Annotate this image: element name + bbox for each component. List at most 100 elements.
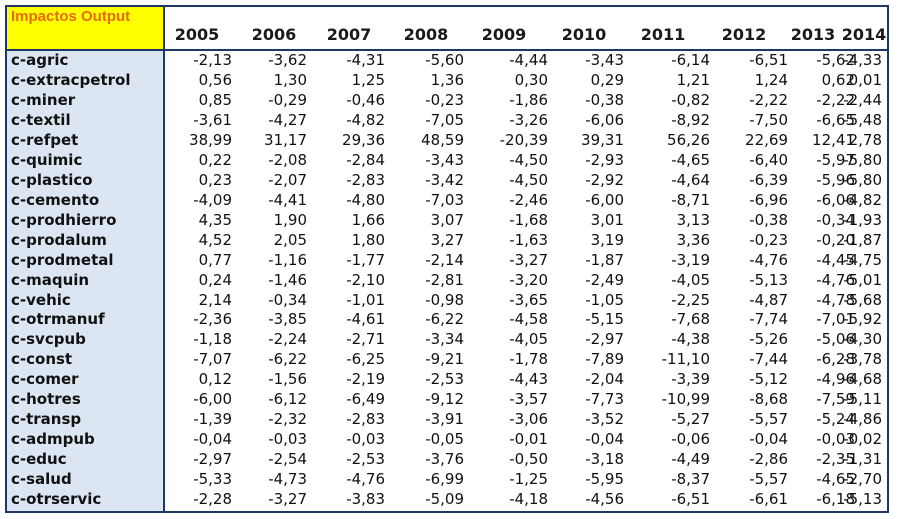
table-cell: -2,25 <box>671 290 710 309</box>
row-label: c-agric <box>11 51 69 69</box>
table-cell: 0,62 <box>821 70 855 89</box>
table-cell: -0,38 <box>585 90 624 109</box>
table-cell: -9,12 <box>425 390 464 409</box>
table-cell: -3,65 <box>509 290 548 309</box>
table-cell: -0,50 <box>509 450 548 469</box>
table-cell: -2,32 <box>268 410 307 429</box>
table-cell: -2,53 <box>425 370 464 389</box>
table-cell: -6,28 <box>816 350 855 369</box>
table-cell: -4,31 <box>346 51 385 69</box>
table-cell: -0,23 <box>749 230 788 249</box>
table-cell: -2,35 <box>816 450 855 469</box>
row-label: c-const <box>11 350 73 369</box>
table-cell: -9,21 <box>425 350 464 369</box>
row-label: c-prodhierro <box>11 210 117 229</box>
table-cell: -6,49 <box>346 390 385 409</box>
table-cell: -3,61 <box>193 110 232 129</box>
table-cell: -0,38 <box>749 210 788 229</box>
table-cell: -6,22 <box>268 350 307 369</box>
table-cell: 0,22 <box>198 150 232 169</box>
table-cell: -4,41 <box>268 190 307 209</box>
table-cell: -0,04 <box>749 430 788 449</box>
table-cell: -1,25 <box>509 470 548 489</box>
table-cell: -4,38 <box>671 330 710 349</box>
table-cell: -2,54 <box>268 450 307 469</box>
table-cell: 0,24 <box>198 270 232 289</box>
table-cell: -7,07 <box>193 350 232 369</box>
table-cell: -4,45 <box>816 250 855 269</box>
year-header: 2006 <box>251 25 297 44</box>
table-cell: -3,62 <box>268 51 307 69</box>
table-cell: -4,73 <box>268 470 307 489</box>
row-label: c-vehic <box>11 290 71 309</box>
table-cell: -1,16 <box>268 250 307 269</box>
table-cell: -3,27 <box>268 490 307 509</box>
row-label: c-textil <box>11 110 71 129</box>
table-cell: 3,07 <box>430 210 464 229</box>
table-cell: -6,61 <box>749 490 788 509</box>
table-cell: -2,93 <box>585 150 624 169</box>
table-cell: -2,36 <box>193 310 232 329</box>
table-cell: 0,12 <box>198 370 232 389</box>
table-cell: 4,52 <box>198 230 232 249</box>
table-cell: -7,03 <box>425 190 464 209</box>
table-cell: -0,02 <box>843 430 882 449</box>
table-cell: -4,96 <box>816 370 855 389</box>
table-cell: 1,80 <box>351 230 385 249</box>
table-cell: -5,80 <box>843 170 882 189</box>
table-cell: -2,83 <box>346 170 385 189</box>
table-cell: -0,20 <box>816 230 855 249</box>
table-cell: -2,97 <box>193 450 232 469</box>
table-cell: -20,39 <box>499 130 548 149</box>
table-cell: -5,24 <box>816 410 855 429</box>
table-cell: 38,99 <box>189 130 232 149</box>
table-cell: -1,56 <box>268 370 307 389</box>
table-cell: -6,65 <box>816 110 855 129</box>
table-cell: -2,22 <box>816 90 855 109</box>
table-cell: -2,83 <box>346 410 385 429</box>
table-cell: -4,87 <box>749 290 788 309</box>
table-cell: -7,59 <box>816 390 855 409</box>
table-cell: -6,18 <box>816 490 855 509</box>
table-cell: -7,68 <box>671 310 710 329</box>
table-cell: -1,68 <box>509 210 548 229</box>
table-cell: -1,87 <box>843 230 882 249</box>
row-label: c-quimic <box>11 150 83 169</box>
table-cell: -0,03 <box>268 430 307 449</box>
table-cell: -1,77 <box>346 250 385 269</box>
table-cell: -1,87 <box>585 250 624 269</box>
year-header: 2005 <box>174 25 220 44</box>
table-cell: -3,42 <box>425 170 464 189</box>
table-cell: -7,50 <box>749 110 788 129</box>
table-cell: -1,39 <box>193 410 232 429</box>
table-cell: -3,20 <box>509 270 548 289</box>
table-cell: -7,74 <box>749 310 788 329</box>
year-header: 2008 <box>403 25 449 44</box>
table-cell: -3,34 <box>425 330 464 349</box>
table-cell: -3,39 <box>671 370 710 389</box>
table-cell: -5,57 <box>749 410 788 429</box>
table-cell: -4,86 <box>843 410 882 429</box>
year-header: 2013 <box>790 25 836 44</box>
table-cell: -8,37 <box>671 470 710 489</box>
table-cell: -7,89 <box>585 350 624 369</box>
table-cell: 1,21 <box>676 70 710 89</box>
table-cell: -5,01 <box>843 270 882 289</box>
table-cell: -1,63 <box>509 230 548 249</box>
table-cell: -3,57 <box>509 390 548 409</box>
row-label: c-otrmanuf <box>11 310 105 329</box>
table-cell: -10,99 <box>661 390 710 409</box>
table-cell: -3,85 <box>268 310 307 329</box>
table-cell: -5,68 <box>843 290 882 309</box>
year-header: 2010 <box>561 25 607 44</box>
table-cell: -6,51 <box>671 490 710 509</box>
row-label: c-svcpub <box>11 330 86 349</box>
table-cell: 29,36 <box>342 130 385 149</box>
table-cell: -7,44 <box>749 350 788 369</box>
table-cell: -6,96 <box>749 190 788 209</box>
table-cell: -4,82 <box>346 110 385 129</box>
table-cell: 0,01 <box>848 70 882 89</box>
table-cell: -0,04 <box>585 430 624 449</box>
row-label: c-otrservic <box>11 490 102 509</box>
table-cell: -5,27 <box>671 410 710 429</box>
